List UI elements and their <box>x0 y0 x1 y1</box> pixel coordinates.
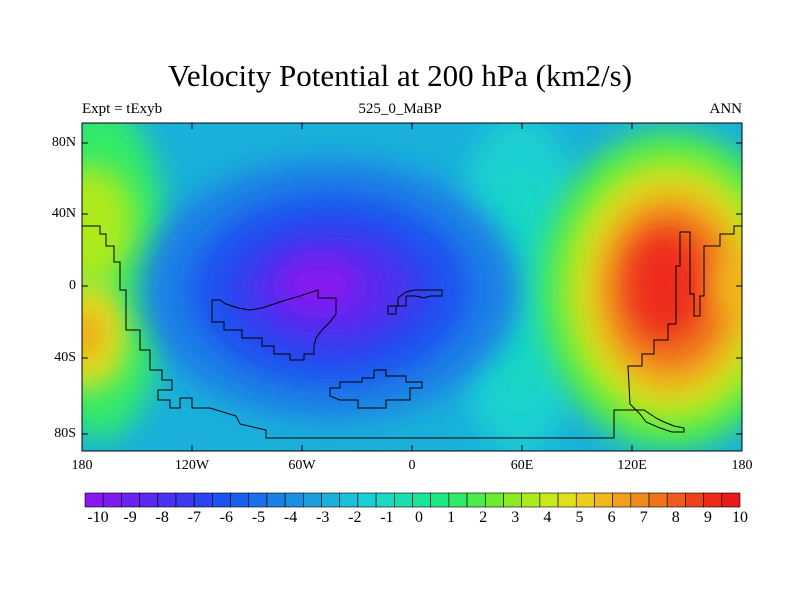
colorbar-swatch <box>339 492 359 508</box>
colorbar-label: 2 <box>479 509 488 526</box>
colorbar-swatch <box>357 492 377 508</box>
longitude-label: 0 <box>408 458 416 473</box>
colorbar-label: -10 <box>87 509 109 526</box>
period-label: 525_0_MaBP <box>358 101 442 117</box>
colorbar-label: -7 <box>187 509 201 526</box>
colorbar-swatch <box>666 492 686 508</box>
colorbar-swatch <box>102 492 122 508</box>
colorbar-label: 0 <box>415 509 423 526</box>
colorbar-swatch <box>430 492 450 508</box>
colorbar-swatch <box>466 492 486 508</box>
colorbar <box>84 492 741 508</box>
colorbar-swatch <box>557 492 577 508</box>
longitude-label: 180 <box>731 458 753 473</box>
colorbar-label: -3 <box>316 509 330 526</box>
colorbar-label: 10 <box>732 509 748 526</box>
longitude-label: 60E <box>510 458 534 473</box>
longitude-label: 60W <box>288 458 316 473</box>
experiment-label: Expt = tExyb <box>82 101 163 117</box>
colorbar-label: -9 <box>123 509 137 526</box>
colorbar-label: -5 <box>251 509 266 526</box>
colorbar-swatch <box>685 492 704 508</box>
colorbar-swatch <box>84 492 104 508</box>
colorbar-swatch <box>139 492 159 508</box>
colorbar-swatch <box>248 492 268 508</box>
colorbar-swatch <box>503 492 522 508</box>
colorbar-swatch <box>284 492 304 508</box>
colorbar-swatch <box>321 492 341 508</box>
colorbar-swatch <box>394 492 413 508</box>
colorbar-swatch <box>448 492 468 508</box>
colorbar-label: 4 <box>543 509 552 526</box>
colorbar-label: -4 <box>283 509 298 526</box>
longitude-label: 120E <box>617 458 647 473</box>
longitude-label: 180 <box>71 458 93 473</box>
coastlines <box>82 225 742 439</box>
colorbar-swatch <box>703 492 723 508</box>
colorbar-label: 6 <box>607 509 616 526</box>
colorbar-swatch <box>630 492 650 508</box>
latitude-label: 40N <box>51 206 76 221</box>
colorbar-swatch <box>266 492 286 508</box>
colorbar-swatch <box>230 492 250 508</box>
colorbar-swatch <box>484 492 504 508</box>
latitude-label: 0 <box>69 278 76 293</box>
longitude-label: 120W <box>174 458 210 473</box>
colorbar-swatch <box>193 492 213 508</box>
colorbar-label: 9 <box>703 509 712 526</box>
colorbar-label: 3 <box>511 509 520 526</box>
colorbar-swatch <box>612 492 632 508</box>
colorbar-swatch <box>157 492 177 508</box>
latitude-label: 40S <box>54 350 76 365</box>
plot-frame <box>81 122 743 452</box>
colorbar-swatch <box>594 492 613 508</box>
contour-field <box>82 123 742 451</box>
colorbar-swatch <box>721 492 741 508</box>
colorbar-label: 7 <box>639 509 648 526</box>
colorbar-label: -1 <box>380 509 394 526</box>
colorbar-swatch <box>303 492 322 508</box>
colorbar-swatch <box>521 492 541 508</box>
colorbar-swatch <box>375 492 395 508</box>
colorbar-label: 1 <box>447 509 456 526</box>
latitude-label: 80S <box>54 426 76 441</box>
colorbar-label: 5 <box>575 509 584 526</box>
colorbar-label: -8 <box>155 509 169 526</box>
colorbar-label: -6 <box>219 509 234 526</box>
colorbar-swatch <box>648 492 668 508</box>
season-label: ANN <box>709 101 743 117</box>
colorbar-label: 8 <box>671 509 680 526</box>
colorbar-swatch <box>212 492 231 508</box>
colorbar-label: -2 <box>348 509 362 526</box>
latitude-label: 80N <box>51 135 76 150</box>
colorbar-swatch <box>539 492 559 508</box>
colorbar-swatch <box>575 492 595 508</box>
map-title: Velocity Potential at 200 hPa (km2/s) <box>167 58 633 93</box>
colorbar-swatch <box>175 492 195 508</box>
colorbar-swatch <box>121 492 140 508</box>
colorbar-swatch <box>412 492 431 508</box>
